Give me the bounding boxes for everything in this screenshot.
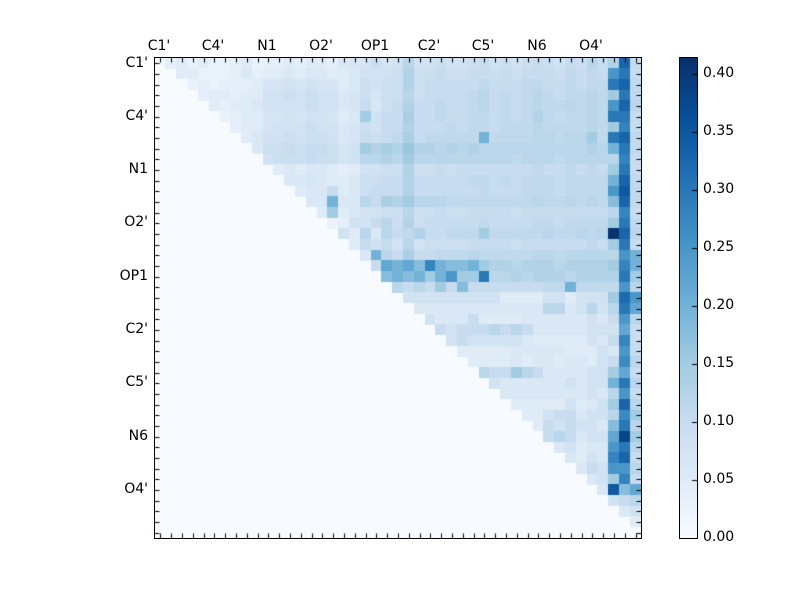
x-tick-label: N6 (527, 38, 547, 54)
colorbar-tick-label: 0.20 (703, 297, 735, 313)
colorbar-tick-label: 0.30 (703, 181, 735, 197)
x-tick-label: C2' (417, 38, 441, 54)
colorbar-tick-label: 0.35 (703, 123, 735, 139)
colorbar-tick-label: 0.15 (703, 355, 735, 371)
y-tick-label: N6 (128, 428, 148, 444)
x-tick-label: C5' (471, 38, 495, 54)
y-tick-label: O2' (124, 214, 148, 230)
y-tick-label: C4' (125, 108, 148, 124)
x-tick-label: N1 (257, 38, 277, 54)
colorbar-tick-label: 0.40 (703, 65, 735, 81)
colorbar-tick-label: 0.05 (703, 471, 735, 487)
colorbar (679, 57, 698, 539)
colorbar-canvas (680, 58, 697, 538)
y-tick-label: C1' (125, 55, 148, 71)
x-tick-label: C4' (201, 38, 225, 54)
x-tick-label: O2' (309, 38, 333, 54)
colorbar-tick-label: 0.00 (703, 529, 735, 545)
x-tick-label: OP1 (360, 38, 390, 54)
y-tick-label: OP1 (119, 268, 148, 284)
y-tick-label: N1 (128, 161, 148, 177)
colorbar-tick-label: 0.25 (703, 239, 735, 255)
y-tick-label: C2' (125, 321, 148, 337)
heatmap-axes (154, 57, 642, 539)
x-tick-label: C1' (147, 38, 171, 54)
x-tick-label: O4' (579, 38, 603, 54)
y-tick-label: C5' (125, 374, 148, 390)
colorbar-tick-label: 0.10 (703, 413, 735, 429)
y-tick-label: O4' (124, 481, 148, 497)
heatmap-canvas (155, 58, 641, 538)
